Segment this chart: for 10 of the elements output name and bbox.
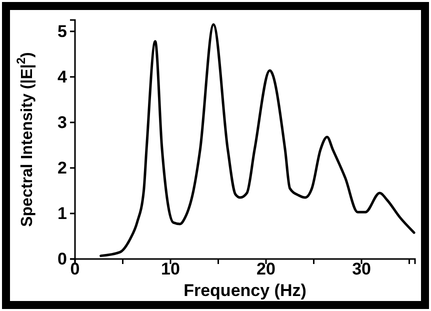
- x-tick-label: 30: [352, 260, 371, 279]
- y-tick-label: 3: [58, 112, 67, 132]
- y-tick-label: 1: [58, 204, 67, 223]
- x-axis-title: Frequency (Hz): [184, 281, 306, 300]
- y-tick-label: 2: [58, 158, 67, 178]
- x-tick-label: 10: [161, 260, 180, 279]
- x-tick-label: 20: [256, 260, 276, 279]
- x-tick-label: 0: [70, 260, 80, 279]
- y-tick-label: 4: [58, 67, 68, 86]
- y-tick-label: 5: [58, 22, 67, 41]
